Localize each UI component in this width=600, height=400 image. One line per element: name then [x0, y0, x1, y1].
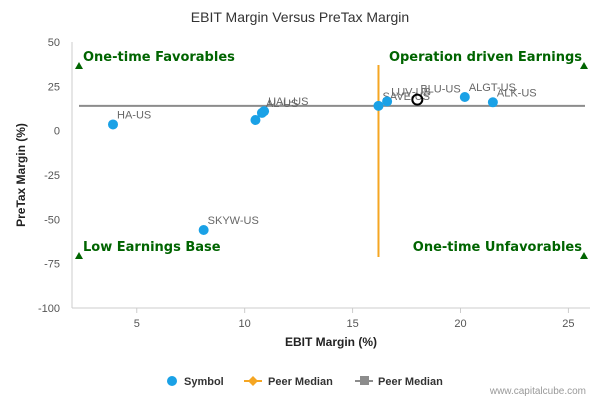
y-tick-label: 50	[48, 37, 60, 49]
data-point[interactable]	[382, 96, 393, 107]
quadrant-labels: One-time Favorables Operation driven Earn…	[75, 50, 588, 259]
quadrant-marker-icon	[75, 252, 83, 259]
x-tick-label: 5	[134, 318, 140, 330]
y-tick-label: 0	[54, 126, 60, 138]
y-tick-group: 50 25 0 -25 -50 -75 -100	[38, 37, 60, 315]
y-axis-label: PreTax Margin (%)	[14, 123, 28, 227]
legend-median-x-label[interactable]: Peer Median	[268, 376, 333, 388]
data-point-label: AL-US	[266, 98, 298, 110]
y-tick-label: -100	[38, 303, 60, 315]
quadrant-top-right-label: Operation driven Earnings	[389, 50, 582, 65]
x-tick-label: 10	[239, 318, 251, 330]
y-tick-label: -75	[44, 259, 60, 271]
peer-median-lines	[79, 65, 585, 257]
data-point[interactable]	[487, 97, 498, 108]
data-point[interactable]	[250, 115, 261, 126]
data-point[interactable]	[373, 100, 384, 111]
legend: Symbol Peer Median Peer Median	[167, 376, 443, 388]
legend-median-x-marker[interactable]	[248, 376, 258, 386]
x-tick-label: 20	[454, 318, 466, 330]
y-tick-label: -25	[44, 170, 60, 182]
x-axis-label: EBIT Margin (%)	[285, 335, 377, 349]
data-point-label: UAL-US	[268, 96, 308, 108]
quadrant-bottom-left-label: Low Earnings Base	[83, 240, 221, 255]
data-point[interactable]	[198, 224, 209, 235]
data-point-label: ALK-US	[497, 87, 537, 99]
x-tick-group: 5 10 15 20 25	[134, 308, 575, 330]
x-tick-label: 15	[346, 318, 358, 330]
y-tick-label: -50	[44, 214, 60, 226]
data-point-label: ALGT-US	[469, 82, 516, 94]
highlight-point[interactable]	[411, 93, 424, 106]
y-tick-label: 25	[48, 81, 60, 93]
credit-text: www.capitalcube.com	[489, 386, 586, 397]
data-point[interactable]	[108, 119, 119, 130]
quadrant-marker-icon	[580, 252, 588, 259]
highlight-point-label: BLU-US	[420, 84, 460, 96]
x-tick-label: 25	[562, 318, 574, 330]
legend-median-y-label[interactable]: Peer Median	[378, 376, 443, 388]
legend-symbol-label[interactable]: Symbol	[184, 376, 224, 388]
quadrant-marker-icon	[75, 62, 83, 69]
quadrant-bottom-right-label: One-time Unfavorables	[413, 240, 582, 255]
quadrant-top-left-label: One-time Favorables	[83, 50, 235, 65]
chart-title: EBIT Margin Versus PreTax Margin	[191, 9, 409, 25]
data-point[interactable]	[459, 91, 470, 102]
data-point-label: HA-US	[117, 109, 151, 121]
legend-median-y-marker[interactable]	[360, 376, 369, 385]
legend-symbol-marker[interactable]	[167, 376, 177, 386]
data-point[interactable]	[259, 106, 270, 117]
data-point-label: SKYW-US	[208, 215, 259, 227]
quadrant-marker-icon	[580, 62, 588, 69]
